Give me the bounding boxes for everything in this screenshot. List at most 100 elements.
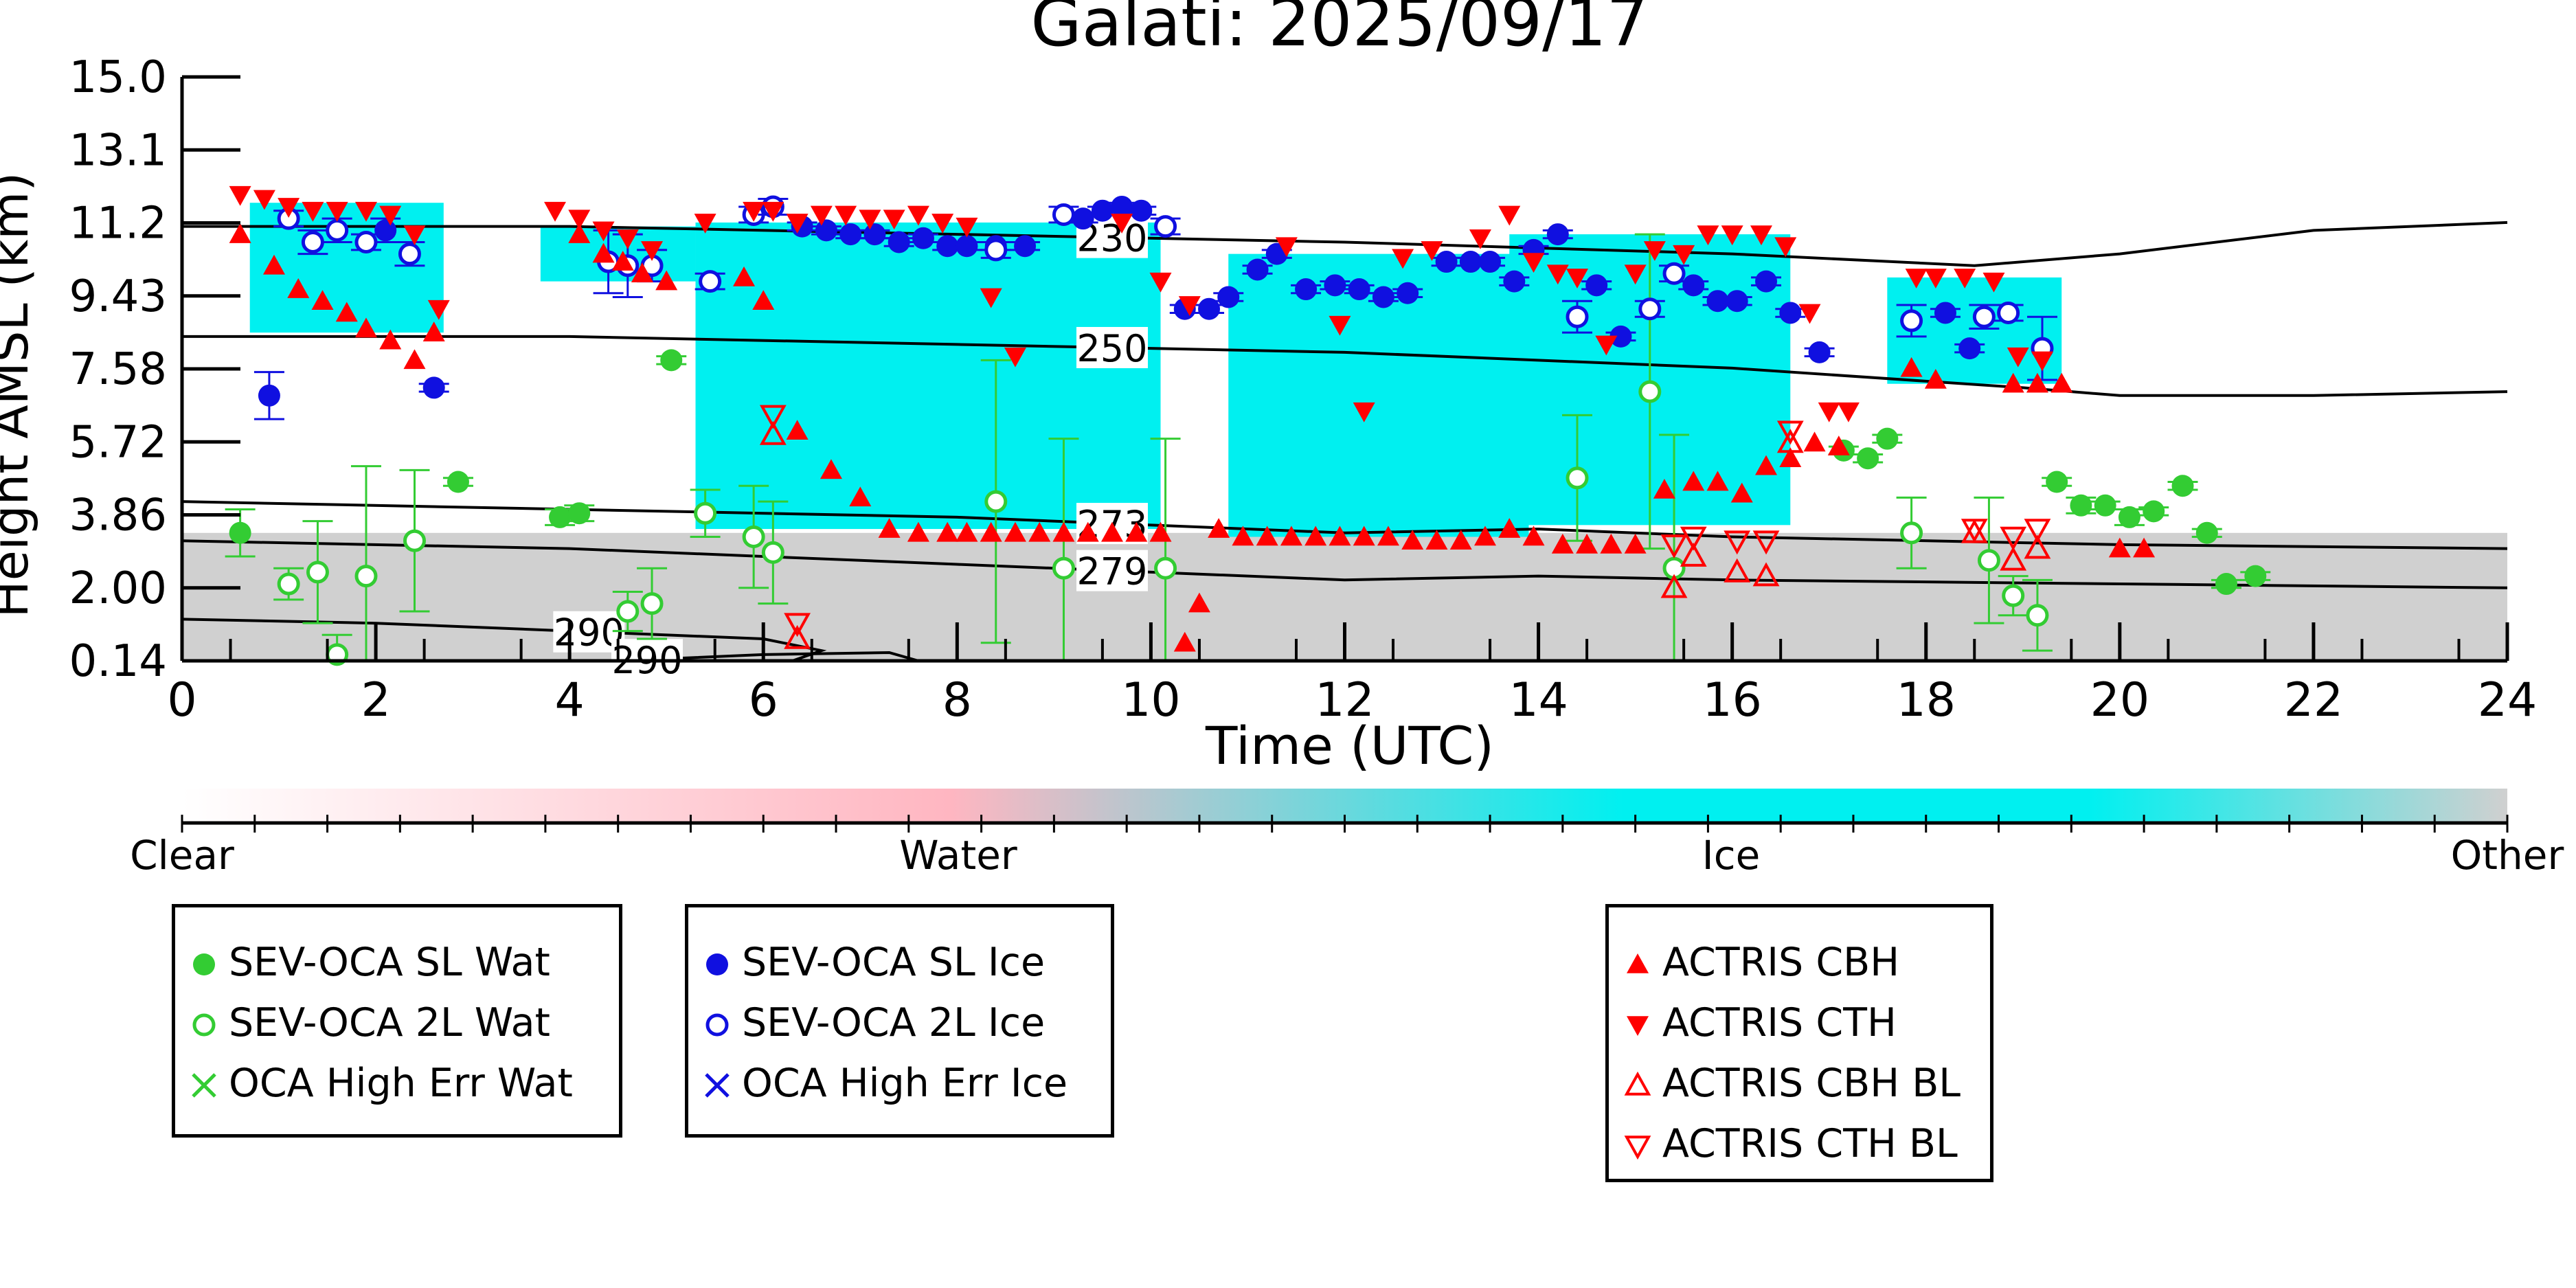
marker: [335, 302, 358, 322]
marker: [839, 223, 862, 246]
y-tick-label: 11.2: [69, 199, 168, 249]
marker: [1924, 269, 1947, 289]
marker: [1246, 258, 1269, 281]
marker: [277, 572, 300, 596]
marker: [835, 205, 857, 226]
series-sev-oca-sl-ice: [253, 195, 1985, 420]
marker: [2002, 584, 2025, 607]
marker: [1522, 526, 1545, 546]
marker: [1348, 278, 1370, 301]
legend-item: SEV-OCA 2L Wat: [190, 1001, 550, 1045]
isotherm-230: [182, 221, 2508, 267]
marker: [311, 290, 334, 310]
marker: [1566, 305, 1589, 328]
marker: [1900, 309, 1923, 332]
x-tick-label: 0: [167, 673, 196, 727]
marker: [1546, 264, 1569, 285]
y-tick-label: 0.14: [69, 636, 168, 687]
x-tick-label: 24: [2478, 673, 2538, 727]
marker: [1638, 297, 1662, 321]
marker: [568, 223, 591, 243]
marker: [1101, 521, 1123, 542]
x-tick-label: 16: [1702, 673, 1762, 727]
marker: [1624, 1136, 1651, 1160]
legend-marker: [192, 1013, 216, 1037]
marker: [2118, 506, 2140, 528]
marker: [1004, 347, 1026, 368]
marker: [752, 290, 775, 310]
marker: [956, 521, 978, 542]
marker: [1977, 549, 2000, 572]
marker: [549, 506, 572, 528]
marker: [1149, 272, 1172, 293]
marker: [1576, 533, 1598, 554]
legend-marker: [706, 953, 728, 976]
marker: [1329, 526, 1351, 546]
marker: [1459, 251, 1482, 273]
marker: [1900, 521, 1923, 545]
marker: [616, 229, 639, 249]
marker: [699, 270, 722, 293]
isotherm-290: [618, 651, 919, 662]
marker: [705, 1013, 729, 1037]
isotherm-label-bg: [1076, 326, 1148, 368]
marker: [820, 459, 842, 479]
marker: [1673, 245, 1695, 265]
marker: [379, 205, 402, 226]
marker: [306, 561, 329, 584]
colorbar-label: Clear: [130, 832, 234, 879]
marker: [354, 565, 378, 588]
marker: [694, 501, 717, 525]
marker: [1178, 296, 1201, 316]
marker: [1275, 237, 1298, 258]
x-tick-label: 12: [1315, 673, 1375, 727]
marker: [1662, 262, 1686, 285]
legend-label: ACTRIS CBH: [1662, 940, 1900, 985]
marker: [403, 349, 426, 370]
legend-item: SEV-OCA SL Wat: [190, 940, 550, 984]
marker: [326, 201, 348, 222]
marker: [1474, 526, 1497, 546]
marker: [859, 210, 881, 230]
marker: [1774, 237, 1797, 258]
chart-title: Galati: 2025/09/17: [1030, 0, 1648, 61]
marker: [1600, 533, 1623, 554]
marker: [936, 235, 959, 258]
marker: [705, 1073, 730, 1098]
marker: [229, 521, 251, 544]
marker: [706, 953, 728, 976]
marker: [1125, 521, 1148, 542]
marker: [694, 214, 716, 234]
marker: [1954, 269, 1976, 289]
marker: [641, 241, 664, 261]
marker: [193, 953, 215, 976]
marker: [253, 190, 275, 210]
marker: [374, 219, 397, 242]
marker: [1900, 357, 1923, 377]
legend-actris: ACTRIS CBH ACTRIS CTH ACTRIS CBH BL ACTRIS …: [1605, 904, 1993, 1182]
marker: [1372, 286, 1394, 308]
isotherm-279: [181, 539, 2508, 589]
isotherm-label-bg: [1076, 550, 1148, 591]
marker: [1551, 533, 1574, 554]
marker: [1130, 199, 1153, 222]
marker: [1609, 325, 1632, 348]
legend-item: ACTRIS CTH BL: [1624, 1122, 1958, 1166]
marker: [1755, 270, 1778, 293]
series-actris-cbh: [229, 223, 2156, 652]
marker: [1091, 199, 1114, 222]
marker: [447, 471, 469, 493]
marker: [1837, 402, 1860, 422]
marker: [759, 405, 787, 429]
marker: [786, 420, 809, 440]
marker: [1876, 427, 1899, 450]
marker: [1627, 953, 1649, 974]
marker: [1208, 518, 1230, 538]
marker: [1425, 530, 1448, 550]
marker: [1798, 304, 1821, 324]
marker: [258, 384, 280, 407]
marker: [403, 225, 426, 246]
marker: [1435, 251, 1458, 273]
marker: [302, 201, 324, 222]
marker: [616, 600, 640, 623]
